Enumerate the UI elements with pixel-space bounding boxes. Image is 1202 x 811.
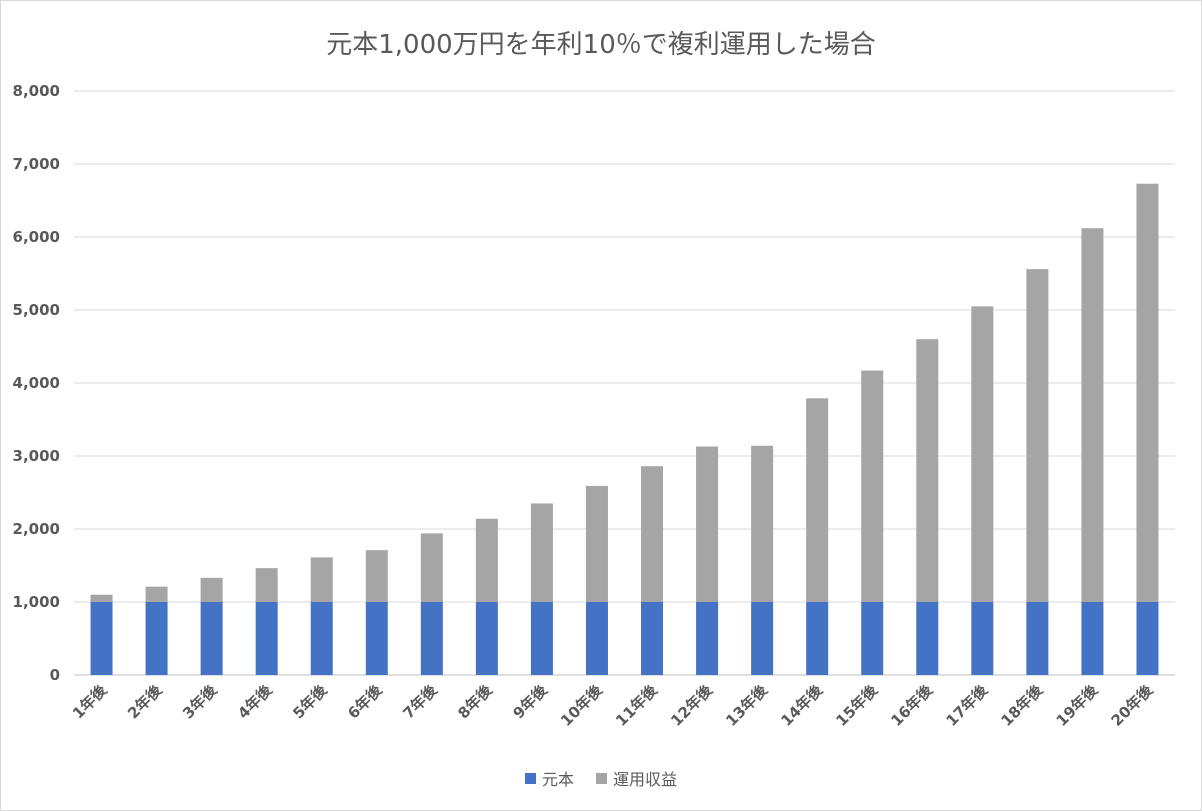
bar-return bbox=[1026, 269, 1049, 602]
bar-principal bbox=[585, 602, 608, 675]
bar-principal bbox=[916, 602, 939, 675]
bar-return bbox=[585, 485, 608, 602]
x-tick-label: 15年後 bbox=[832, 680, 881, 729]
y-tick-label: 2,000 bbox=[13, 520, 60, 538]
legend-label-principal: 元本 bbox=[541, 770, 574, 789]
bar-principal bbox=[751, 602, 774, 675]
bar-return bbox=[696, 446, 719, 602]
bar-principal bbox=[530, 602, 553, 675]
x-tick-label: 6年後 bbox=[344, 680, 386, 722]
legend-swatch-return bbox=[596, 772, 607, 784]
legend-label-return: 運用収益 bbox=[613, 770, 678, 789]
bar-principal bbox=[475, 602, 498, 675]
x-tick-label: 20年後 bbox=[1108, 680, 1157, 729]
chart-title: 元本1,000万円を年利10％で複利運用した場合 bbox=[326, 30, 876, 60]
bar-principal bbox=[310, 602, 333, 675]
bar-principal bbox=[806, 602, 829, 675]
bar-return bbox=[971, 306, 994, 602]
x-tick-label: 2年後 bbox=[124, 680, 166, 722]
bar-return bbox=[420, 533, 443, 602]
legend-item-principal: 元本 bbox=[524, 766, 574, 790]
bar-return bbox=[751, 445, 774, 602]
bar-return bbox=[1081, 228, 1104, 603]
y-tick-label: 1,000 bbox=[13, 593, 60, 611]
y-tick-label: 3,000 bbox=[13, 447, 60, 465]
bar-principal bbox=[1136, 602, 1159, 675]
y-tick-label: 7,000 bbox=[13, 155, 60, 173]
legend-swatch-principal bbox=[524, 772, 536, 784]
bar-principal bbox=[1081, 602, 1104, 675]
bar-principal bbox=[255, 602, 278, 675]
x-tick-label: 5年後 bbox=[289, 680, 331, 722]
bar-principal bbox=[200, 602, 223, 675]
bar-principal bbox=[90, 602, 113, 675]
x-tick-label: 19年後 bbox=[1053, 680, 1102, 729]
x-tick-label: 12年後 bbox=[667, 680, 716, 729]
bar-return bbox=[641, 466, 664, 602]
y-tick-label: 0 bbox=[50, 666, 60, 684]
bar-return bbox=[861, 370, 884, 602]
x-tick-label: 18年後 bbox=[998, 680, 1047, 729]
x-tick-label: 13年後 bbox=[722, 680, 771, 729]
legend: 元本 運用収益 bbox=[0, 766, 1202, 790]
x-tick-label: 11年後 bbox=[612, 680, 661, 729]
x-tick-label: 16年後 bbox=[887, 680, 936, 729]
bar-principal bbox=[420, 602, 443, 675]
y-tick-label: 6,000 bbox=[13, 228, 60, 246]
bar-principal bbox=[641, 602, 664, 675]
bar-return bbox=[1136, 183, 1159, 602]
bar-return bbox=[365, 550, 388, 602]
x-tick-label: 1年後 bbox=[69, 680, 111, 722]
x-tick-label: 8年後 bbox=[454, 680, 496, 722]
x-tick-label: 3年後 bbox=[179, 680, 221, 722]
y-tick-label: 5,000 bbox=[13, 301, 60, 319]
bar-return bbox=[145, 586, 168, 602]
x-tick-label: 9年後 bbox=[509, 680, 551, 722]
bar-principal bbox=[145, 602, 168, 675]
y-tick-label: 8,000 bbox=[13, 82, 60, 100]
x-tick-label: 14年後 bbox=[777, 680, 826, 729]
x-tick-label: 10年後 bbox=[557, 680, 606, 729]
bar-principal bbox=[971, 602, 994, 675]
x-tick-label: 4年後 bbox=[234, 680, 276, 722]
x-tick-label: 7年後 bbox=[399, 680, 441, 722]
x-tick-label: 17年後 bbox=[942, 680, 991, 729]
bar-return bbox=[200, 577, 223, 602]
bar-principal bbox=[861, 602, 884, 675]
bar-return bbox=[310, 557, 333, 602]
legend-item-return: 運用収益 bbox=[596, 766, 677, 790]
bar-return bbox=[475, 518, 498, 602]
bar-return bbox=[806, 398, 829, 602]
bar-return bbox=[530, 503, 553, 602]
bar-return bbox=[255, 568, 278, 602]
bar-principal bbox=[696, 602, 719, 675]
bar-return bbox=[90, 594, 113, 602]
bar-principal bbox=[365, 602, 388, 675]
bar-principal bbox=[1026, 602, 1049, 675]
bar-return bbox=[916, 339, 939, 602]
y-tick-label: 4,000 bbox=[13, 374, 60, 392]
